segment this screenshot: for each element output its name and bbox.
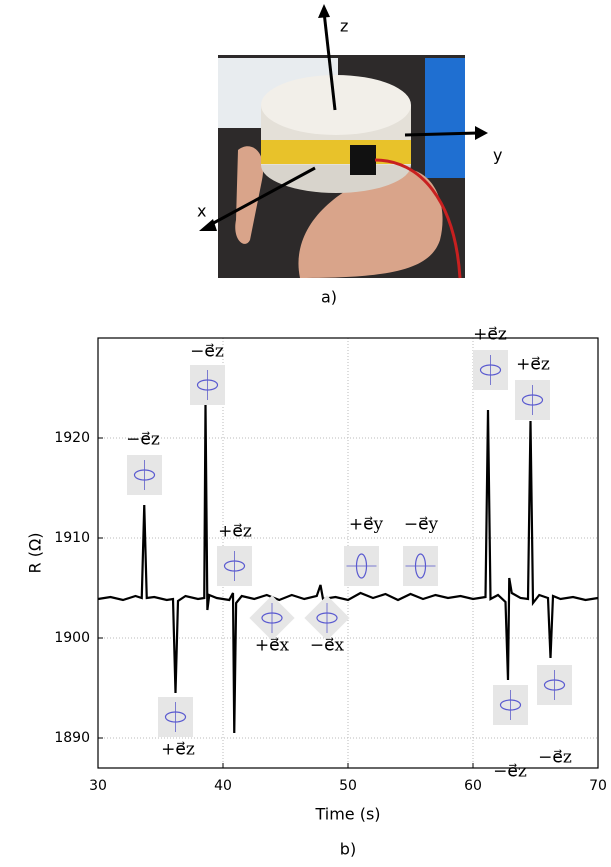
annotation: −e⃗z	[493, 762, 527, 782]
rotation-icon	[190, 365, 225, 405]
icon-rotation	[499, 699, 522, 711]
annotation: +e⃗y	[349, 515, 384, 535]
icon-rotation	[164, 711, 187, 723]
rotation-icon	[473, 350, 508, 390]
annotation: +e⃗z	[161, 740, 195, 760]
icon-rotation	[414, 553, 427, 579]
x-tick-label: 50	[339, 778, 357, 794]
rotation-icon	[217, 546, 252, 586]
rotation-icon	[344, 546, 379, 586]
icon-rotation	[133, 469, 156, 481]
y-axis-label: R (Ω)	[26, 533, 45, 574]
icon-rotation	[261, 612, 283, 624]
icon-rotation	[543, 679, 566, 691]
rotation-icon	[493, 685, 528, 725]
x-tick-label: 40	[214, 778, 232, 794]
x-axis-label: Time (s)	[314, 805, 380, 824]
annotation: +e⃗z	[218, 522, 252, 542]
icon-rotation	[521, 394, 544, 406]
y-tick-label: 1910	[54, 530, 90, 546]
rotation-icon	[403, 546, 438, 586]
rotation-icon	[515, 380, 550, 420]
icon-rotation	[479, 364, 502, 376]
y-tick-label: 1890	[54, 730, 90, 746]
rotation-icon	[127, 455, 162, 495]
axis-label-x: x	[197, 202, 206, 221]
icon-rotation	[316, 612, 338, 624]
annotation: −e⃗x	[310, 636, 345, 656]
icon-rotation	[355, 553, 368, 579]
annotation: −e⃗y	[404, 515, 439, 535]
y-tick-label: 1900	[54, 630, 90, 646]
annotation: −e⃗z	[538, 748, 572, 768]
caption-b: b)	[340, 840, 356, 859]
photo	[199, 4, 488, 279]
annotation: +e⃗z	[473, 325, 507, 345]
axis-label-z: z	[340, 17, 348, 36]
annotation: +e⃗z	[516, 355, 550, 375]
annotation: −e⃗z	[126, 430, 160, 450]
y-tick-label: 1920	[54, 430, 90, 446]
icon-rotation	[196, 379, 219, 391]
annotation: −e⃗z	[190, 342, 224, 362]
x-tick-label: 60	[464, 778, 482, 794]
rotation-icon	[304, 595, 350, 641]
rotation-icon	[249, 595, 295, 641]
x-tick-label: 30	[89, 778, 107, 794]
axis-label-y: y	[493, 146, 502, 165]
plot-frame	[97, 337, 599, 769]
x-tick-label: 70	[589, 778, 607, 794]
icon-rotation	[223, 560, 246, 572]
rotation-icon	[537, 665, 572, 705]
caption-a: a)	[321, 288, 337, 307]
rotation-icon	[158, 697, 193, 737]
annotation: +e⃗x	[255, 636, 290, 656]
